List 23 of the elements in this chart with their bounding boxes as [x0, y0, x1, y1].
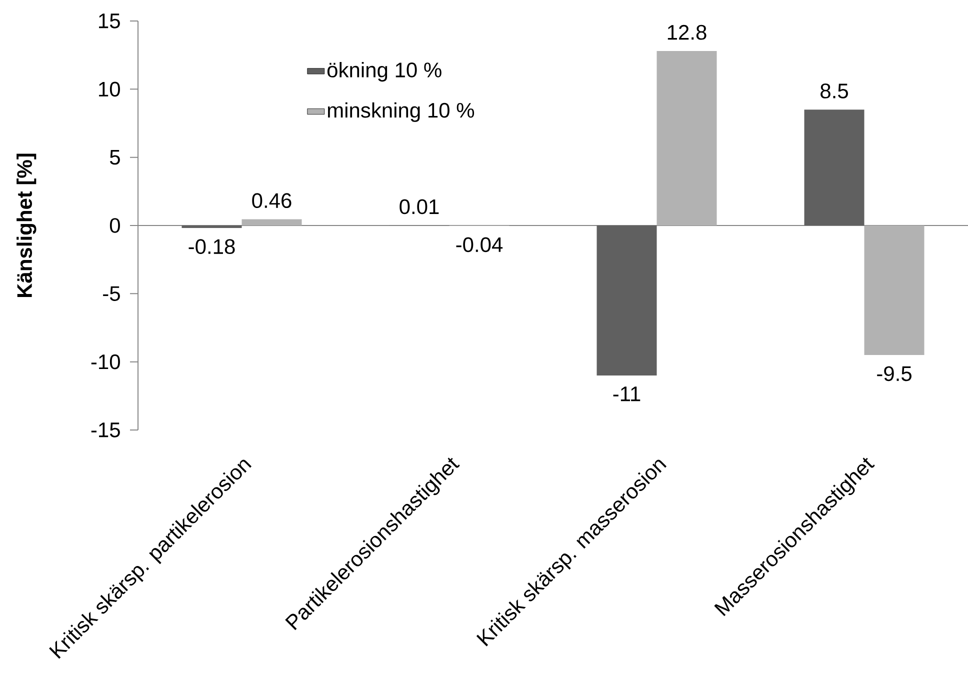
bar [596, 226, 657, 376]
y-tick-label: 0 [110, 218, 120, 233]
bar [656, 50, 717, 226]
legend-label: minskning 10 % [328, 102, 474, 122]
data-label: 0.01 [400, 199, 439, 214]
legend-label: ökning 10 % [327, 62, 442, 82]
data-label: -11 [613, 386, 640, 402]
data-label: 12.8 [668, 24, 706, 40]
data-label: 0.46 [252, 193, 292, 208]
y-tick-label: -10 [91, 354, 120, 370]
bar [242, 219, 302, 226]
y-axis-title: Känslighet [%] [16, 154, 36, 298]
y-tick-label: 5 [110, 150, 120, 165]
data-label: -0.18 [188, 239, 235, 254]
y-tick-label: 10 [99, 82, 120, 97]
data-label: -0.04 [456, 237, 503, 252]
data-label: 8.5 [820, 84, 848, 98]
y-tick-label: -5 [103, 286, 120, 301]
y-tick-label: 15 [99, 14, 120, 28]
bar [804, 110, 864, 226]
data-label: -9.5 [877, 366, 912, 382]
y-tick-label: -15 [91, 422, 120, 438]
bar [864, 226, 924, 356]
